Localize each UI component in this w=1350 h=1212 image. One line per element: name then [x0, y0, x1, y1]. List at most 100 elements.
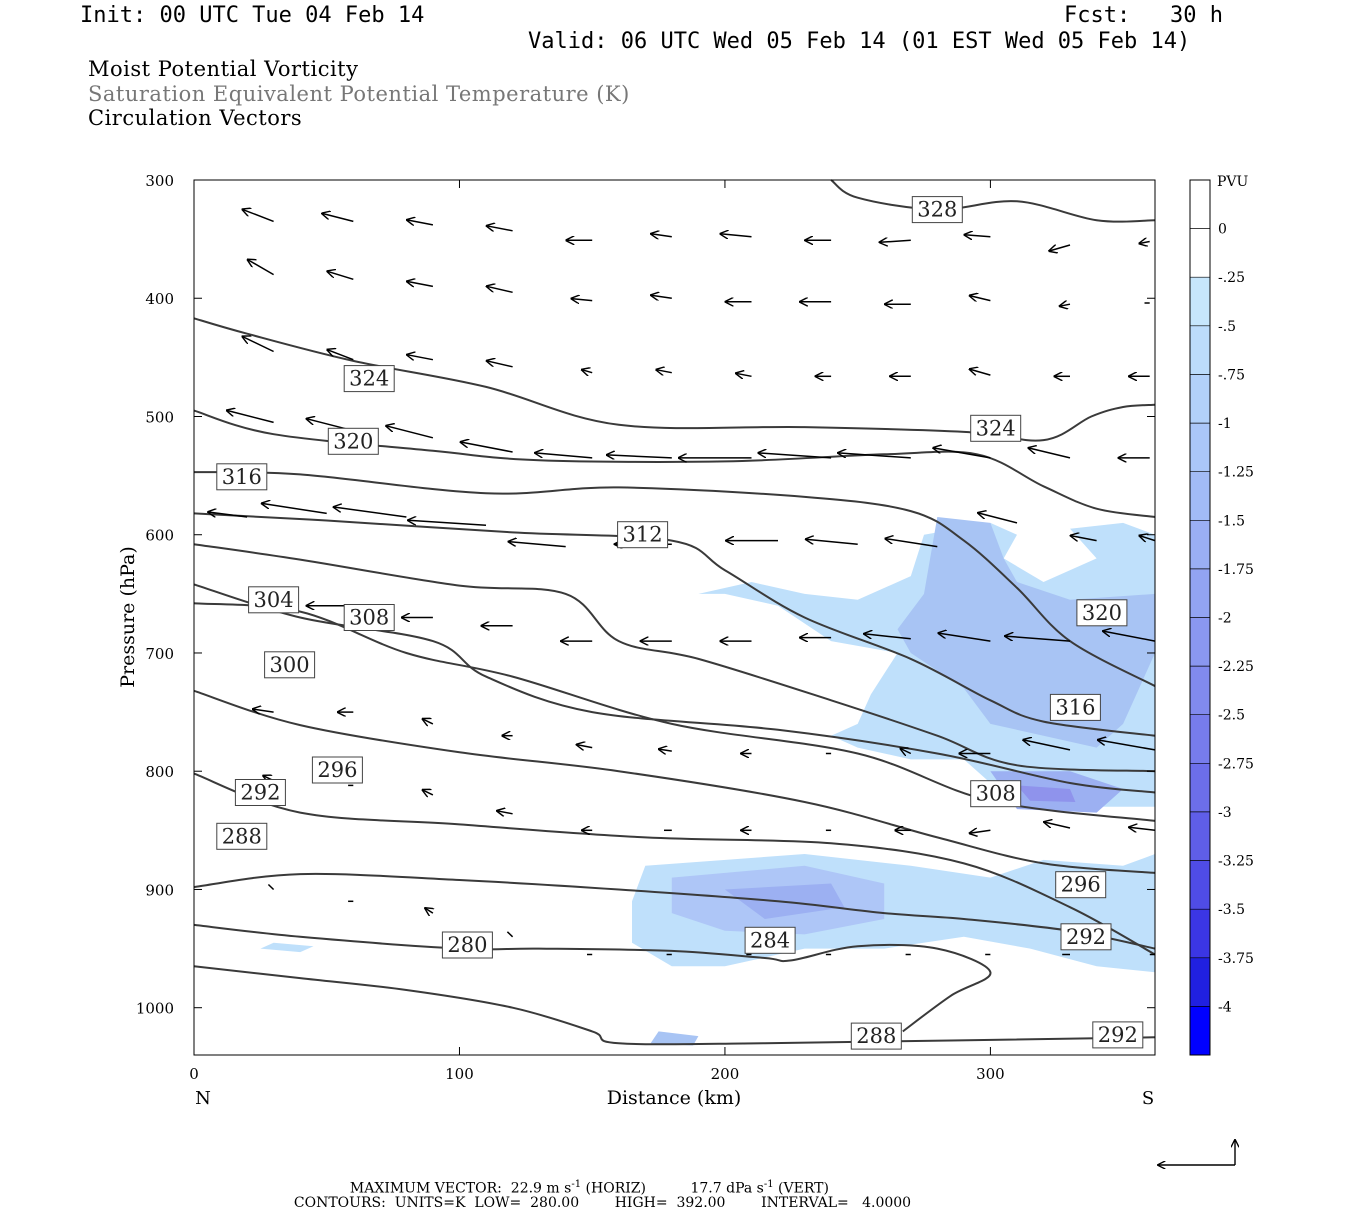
- max-vector-horiz-exp: -1: [571, 1179, 582, 1190]
- contours-line: CONTOURS: UNITS=K LOW= 280.00 HIGH= 392.…: [285, 1176, 911, 1212]
- pv-region-6: [1017, 785, 1076, 802]
- contour-label: 292: [234, 779, 286, 806]
- circulation-vector: [806, 539, 858, 545]
- colorbar-label: 0: [1218, 222, 1227, 238]
- contour-label: 288: [216, 822, 268, 850]
- colorbar-swatch: [1190, 666, 1210, 716]
- circulation-vector: [386, 426, 434, 439]
- contour-label-box: [850, 1022, 902, 1050]
- colorbar-swatch: [1190, 423, 1210, 473]
- circulation-vector: [267, 883, 275, 891]
- colorbar-label: -3.75: [1218, 951, 1254, 967]
- theta-contour-316: [193, 471, 1156, 687]
- circulation-vector: [864, 634, 911, 640]
- x-tick-label: 100: [445, 1065, 474, 1083]
- contour-label: 320: [327, 427, 379, 455]
- contour-label: 308: [343, 604, 395, 631]
- circulation-vector: [1098, 740, 1156, 751]
- colorbar-swatch: [1190, 228, 1210, 278]
- y-tick-label: 500: [145, 408, 174, 426]
- circulation-vector: [577, 745, 593, 748]
- contour-label-text: 292: [240, 781, 280, 805]
- contours-label: CONTOURS:: [293, 1195, 386, 1211]
- contour-label-box: [248, 586, 300, 614]
- max-vector-line: MAXIMUM VECTOR: 22.9 m s-1 (HORIZ) 17.7 …: [341, 1158, 829, 1198]
- circulation-vector: [407, 220, 434, 225]
- circulation-vector: [720, 234, 752, 237]
- max-vector-horiz-tag: (HORIZ): [585, 1180, 646, 1197]
- theta-contour-288: [193, 872, 1156, 950]
- circulation-vector: [423, 790, 434, 795]
- circulation-vector: [838, 453, 911, 459]
- contour-label-text: 320: [1082, 601, 1122, 625]
- circulation-vector: [758, 453, 832, 459]
- colorbar-swatch: [1190, 325, 1210, 375]
- circulation-vector: [1049, 244, 1071, 251]
- y-axis-title: Pressure (hPa): [117, 546, 139, 688]
- circulation-vector: [651, 295, 672, 298]
- circulation-vector: [978, 513, 1018, 524]
- contour-label: 296: [1055, 871, 1107, 899]
- colorbar-swatch: [1190, 180, 1210, 230]
- colorbar-frame: [1189, 179, 1211, 1056]
- colorbar-swatch: [1190, 860, 1210, 910]
- contour-label-text: 296: [1061, 873, 1101, 897]
- contour-label-text: 312: [623, 523, 663, 547]
- circulation-vector: [487, 286, 513, 294]
- circulation-vector: [651, 234, 672, 237]
- colorbar-swatch: [1190, 374, 1210, 424]
- circulation-vector: [242, 337, 274, 353]
- contour-label: 300: [264, 651, 316, 679]
- colorbar-label: -1.75: [1218, 562, 1254, 578]
- circulation-vector: [407, 281, 434, 286]
- colorbar-label: -1.5: [1218, 513, 1245, 529]
- circulation-vector: [1139, 242, 1150, 244]
- circulation-vector: [327, 350, 354, 361]
- circulation-vector: [970, 296, 991, 301]
- y-tick-label: 300: [145, 172, 174, 190]
- colorbar-label: -2: [1218, 611, 1232, 627]
- colorbar-swatch: [1190, 811, 1210, 861]
- plot-frame: [193, 179, 1156, 1056]
- contours-high: HIGH= 392.00: [614, 1195, 726, 1211]
- circulation-vector: [880, 240, 911, 242]
- colorbar-label: -3.5: [1218, 902, 1245, 918]
- colorbar-label: -3.25: [1218, 854, 1254, 870]
- circulation-vector: [736, 373, 752, 376]
- contour-labels: 328 324 324 320 320 316 316 312 308 308 304 300 296 2…: [216, 196, 1144, 1050]
- x-tick-label: 0: [189, 1065, 199, 1083]
- contour-label-box: [216, 822, 268, 850]
- colorbar-label: -1: [1218, 416, 1232, 432]
- contour-label-text: 292: [1066, 925, 1106, 949]
- contour-label-box: [1076, 599, 1128, 627]
- max-vector-label: MAXIMUM VECTOR:: [349, 1180, 502, 1197]
- contour-label-text: 304: [254, 588, 294, 612]
- circulation-vector: [582, 370, 593, 373]
- contours-low: LOW= 280.00: [474, 1195, 580, 1211]
- colorbar-swatch: [1190, 1006, 1210, 1056]
- contour-label-box: [1055, 871, 1107, 899]
- contour-label-box: [441, 931, 493, 959]
- title-mpv: Moist Potential Vorticity: [88, 57, 359, 81]
- y-tick-label: 600: [145, 527, 174, 545]
- circulation-vector: [1044, 822, 1071, 829]
- y-tick-label: 900: [145, 881, 174, 899]
- circulation-vector: [938, 633, 991, 642]
- contour-label-box: [911, 196, 963, 224]
- contour-label: 284: [744, 926, 796, 954]
- theta-contour-296: [193, 689, 1156, 874]
- contour-label-box: [343, 365, 395, 393]
- contour-label: 304: [248, 586, 300, 614]
- pv-colorbar: 0 -.25 -.5 -.75 -1 -1.25 -1.5 -1.75 -2 -2.25 -2.5 -…: [1189, 179, 1254, 1056]
- circulation-vector: [1060, 304, 1071, 306]
- circulation-vector: [535, 453, 593, 459]
- contour-label: 280: [441, 931, 493, 959]
- contour-label-text: 284: [750, 928, 790, 952]
- colorbar-swatch: [1190, 277, 1210, 327]
- circulation-vector: [900, 749, 912, 754]
- y-tick-label: 400: [145, 290, 174, 308]
- contour-label-box: [1092, 1021, 1144, 1049]
- contour-label: 288: [850, 1022, 902, 1050]
- circulation-vector: [1139, 536, 1156, 541]
